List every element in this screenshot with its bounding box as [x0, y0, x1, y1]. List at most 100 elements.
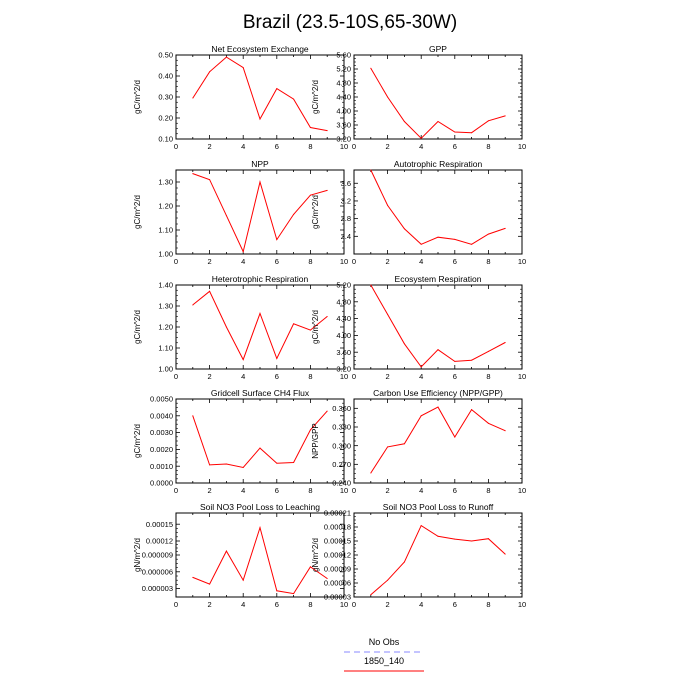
data-point: [242, 359, 244, 361]
x-tick-label: 2: [208, 372, 212, 381]
y-tick-label: 0.0040: [150, 411, 173, 420]
data-point: [403, 121, 405, 122]
data-point: [403, 561, 405, 563]
x-tick-label: 6: [275, 486, 279, 495]
data-point: [326, 189, 328, 191]
x-tick-label: 8: [486, 372, 490, 381]
data-point: [192, 415, 194, 417]
x-tick-label: 2: [386, 257, 390, 266]
x-tick-label: 8: [486, 486, 490, 495]
data-point: [504, 342, 506, 344]
x-tick-label: 4: [419, 486, 423, 495]
data-point: [309, 329, 311, 331]
y-tick-label: 1.30: [158, 302, 173, 311]
data-point: [471, 359, 473, 361]
data-point: [370, 472, 372, 474]
plot-frame: [353, 284, 523, 370]
panel-title: Autotrophic Respiration: [394, 159, 483, 169]
data-point: [192, 173, 194, 175]
series-line: [192, 525, 328, 595]
x-tick-label: 10: [518, 142, 526, 151]
panel-title: Carbon Use Efficiency (NPP/GPP): [373, 388, 503, 398]
y-tick-label: 5.60: [336, 51, 351, 60]
data-point: [387, 313, 389, 315]
y-tick-label: 0.300: [332, 441, 351, 450]
data-point: [454, 436, 456, 438]
y-tick-label: 4.00: [336, 331, 351, 340]
x-tick-label: 6: [275, 600, 279, 609]
y-axis-label: gN/m^2/d: [133, 538, 142, 572]
x-tick-label: 8: [308, 486, 312, 495]
data-point: [420, 525, 422, 527]
y-tick-label: 0.40: [158, 72, 173, 81]
y-tick-label: 3.60: [336, 121, 351, 130]
y-tick-label: 0.240: [332, 479, 351, 488]
series-line: [370, 68, 506, 140]
panel-5: Heterotrophic Respiration gC/m^2/d 0 2 4 6 8 10…: [133, 274, 348, 381]
plot-frame: [353, 512, 523, 598]
y-tick-label: 1.40: [158, 281, 173, 290]
y-tick-label: 3.2: [341, 197, 351, 206]
x-tick-label: 2: [386, 600, 390, 609]
y-tick-label: 0.000006: [142, 567, 173, 576]
y-tick-label: 4.80: [336, 297, 351, 306]
data-point: [471, 243, 473, 245]
x-tick-label: 10: [340, 142, 348, 151]
data-point: [242, 467, 244, 469]
data-point: [387, 446, 389, 448]
y-tick-label: 0.10: [158, 135, 173, 144]
panel-title: Heterotrophic Respiration: [212, 274, 309, 284]
data-point: [420, 366, 422, 368]
data-point: [504, 115, 506, 117]
x-tick-label: 0: [174, 142, 178, 151]
x-tick-label: 6: [453, 600, 457, 609]
data-point: [504, 553, 506, 555]
x-tick-label: 8: [308, 142, 312, 151]
y-axis-label: gN/m^2/d: [311, 538, 320, 572]
y-tick-label: 0.0030: [150, 428, 173, 437]
x-tick-label: 10: [518, 600, 526, 609]
x-tick-label: 10: [518, 372, 526, 381]
x-tick-label: 0: [174, 257, 178, 266]
y-tick-label: 0.30: [158, 93, 173, 102]
data-point: [420, 415, 422, 417]
data-point: [504, 430, 506, 432]
data-point: [454, 360, 456, 362]
data-point: [370, 169, 372, 171]
y-tick-label: 0.360: [332, 404, 351, 413]
y-axis-label: gC/m^2/d: [311, 310, 320, 344]
x-tick-label: 6: [453, 257, 457, 266]
y-tick-label: 0.00015: [324, 537, 351, 546]
figure-title: Brazil (23.5-10S,65-30W): [243, 12, 457, 33]
data-point: [242, 579, 244, 581]
panel-9: Soil NO3 Pool Loss to Leaching gN/m^2/d 0 2…: [133, 502, 348, 609]
x-tick-label: 0: [352, 486, 356, 495]
y-tick-label: 3.20: [336, 365, 351, 374]
x-tick-label: 0: [352, 142, 356, 151]
data-point: [487, 350, 489, 352]
data-point: [259, 181, 261, 183]
y-tick-label: 0.0050: [150, 395, 173, 404]
data-point: [437, 535, 439, 537]
data-point: [403, 343, 405, 345]
x-tick-label: 4: [419, 142, 423, 151]
y-axis-label: NPP/GPP: [311, 423, 320, 459]
x-tick-label: 4: [241, 372, 245, 381]
data-point: [504, 227, 506, 229]
data-point: [209, 583, 211, 585]
data-point: [403, 228, 405, 230]
x-tick-label: 8: [308, 372, 312, 381]
data-point: [209, 71, 211, 73]
data-point: [387, 204, 389, 206]
panel-4: Autotrophic Respiration gC/m^2/d 0 2 4 6 8 10 2.…: [311, 159, 526, 266]
panel-title: Soil NO3 Pool Loss to Leaching: [200, 502, 320, 512]
data-point: [471, 409, 473, 411]
data-point: [370, 284, 372, 286]
x-tick-label: 6: [453, 372, 457, 381]
x-tick-label: 4: [241, 486, 245, 495]
x-tick-label: 2: [208, 142, 212, 151]
data-point: [326, 410, 328, 412]
series-line: [370, 284, 506, 368]
x-tick-label: 8: [308, 257, 312, 266]
